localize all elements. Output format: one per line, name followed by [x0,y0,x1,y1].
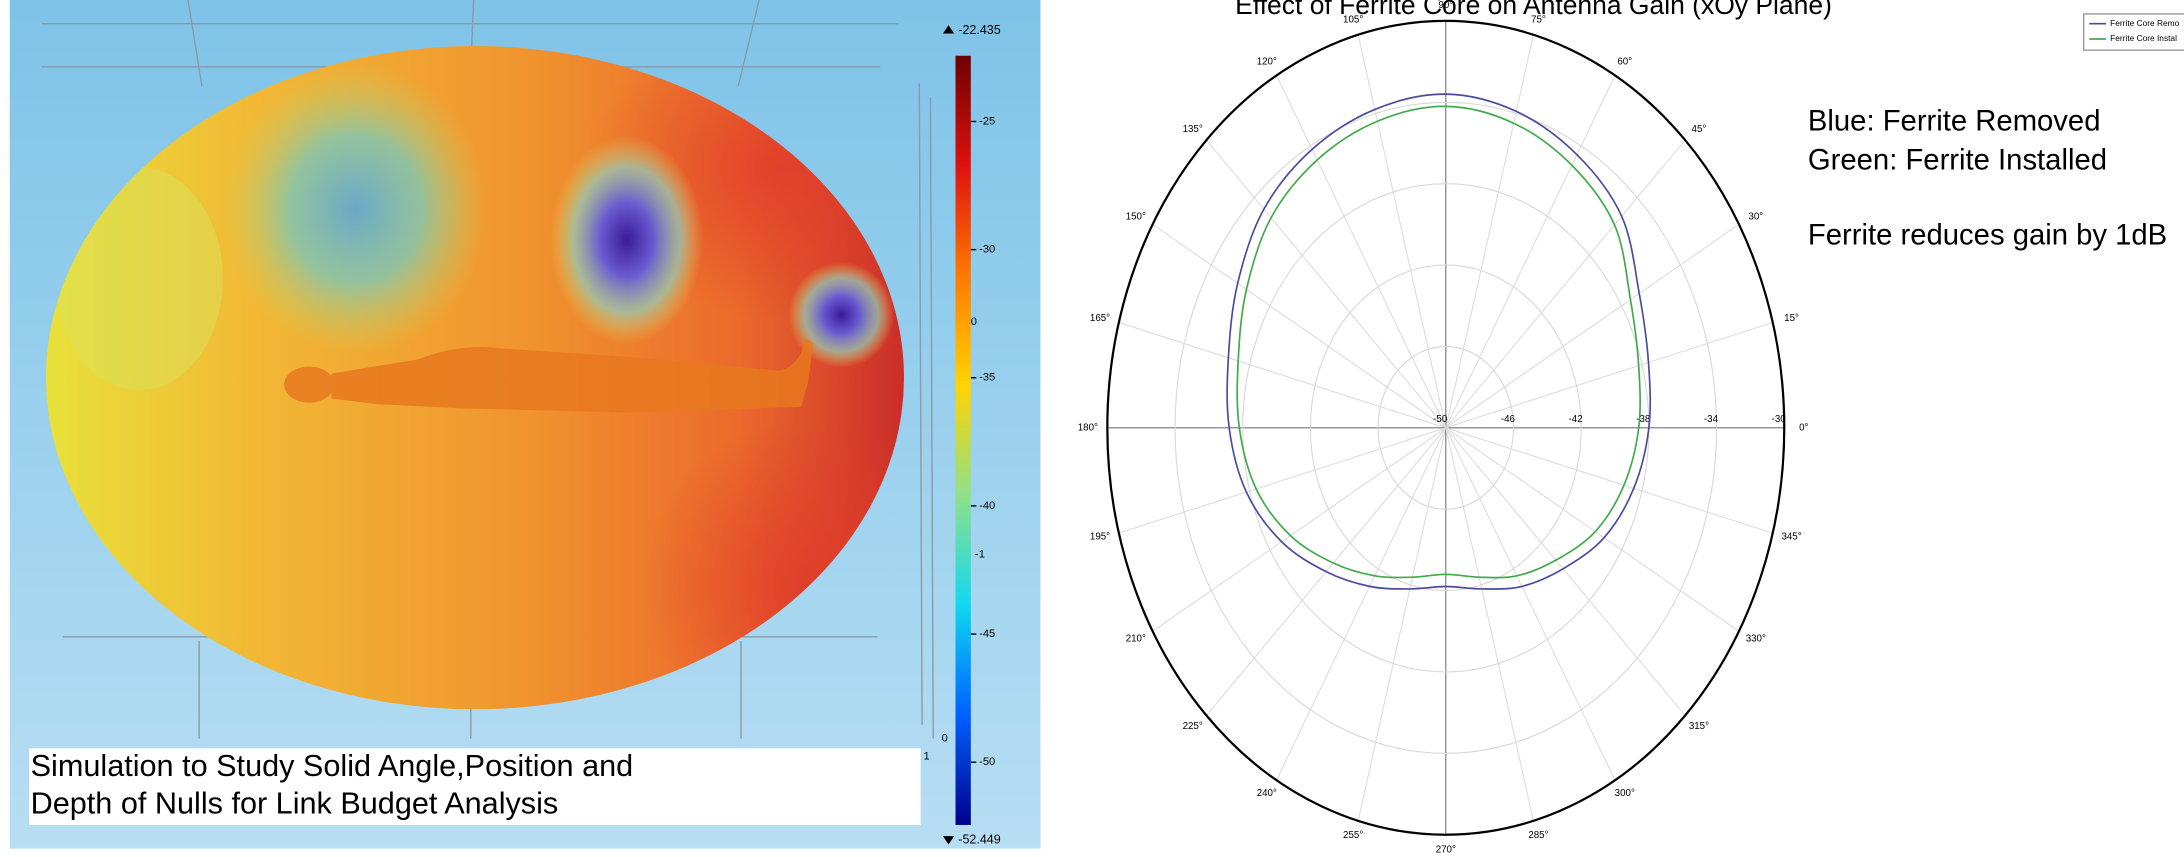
colorbar-max: -22.435 [958,23,1000,37]
angle-tick-label: 255° [1343,830,1363,841]
caption-part: Simulation to Study Solid Angle,Position… [31,749,634,783]
annotation: Ferrite reduces gain by 1dB [1808,220,2167,252]
colorbar [956,56,971,825]
angle-tick-label: 180° [1078,422,1098,433]
radial-tick-label: -50 [1433,414,1448,425]
axis-tick-label: 0 [942,732,948,744]
angle-tick-label: 300° [1615,788,1635,799]
angle-tick-label: 75° [1531,15,1546,26]
angle-tick-label: 240° [1257,788,1277,799]
colorbar-tick-label: -45 [979,628,995,640]
angle-tick-label: 30° [1748,211,1763,222]
radial-tick-label: -34 [1704,414,1719,425]
angle-tick-label: 0° [1799,422,1808,433]
angle-tick-label: 330° [1746,633,1766,644]
angle-tick-label: 150° [1126,211,1146,222]
colorbar-tick-label: -30 [979,244,995,256]
angle-tick-label: 105° [1343,15,1363,26]
angle-tick-label: 270° [1436,845,1456,856]
angle-tick-label: 90° [1438,0,1453,11]
radial-tick-label: -42 [1569,414,1583,425]
page: {"chart_data":[ {"type":"surface", "titl… [0,0,2184,857]
simulation-panel: Simulation to Study Solid Angle,Position… [10,0,1041,849]
angle-tick-label: 285° [1528,830,1548,841]
angle-tick-label: 45° [1692,124,1707,135]
axis-tick-label: -1 [975,549,985,561]
angle-tick-label: 225° [1183,721,1203,732]
radial-tick-label: -46 [1501,414,1515,425]
colorbar-tick-label: -50 [979,756,995,768]
caption-part: Depth of Nulls for Link Budget Analysis [31,787,559,821]
angle-tick-label: 345° [1781,532,1801,543]
angle-tick-label: 135° [1183,124,1203,135]
colorbar-tick-label: -35 [979,372,995,384]
angle-tick-label: 120° [1257,57,1277,68]
angle-tick-label: 60° [1617,57,1632,68]
legend-label: Ferrite Core Remo [2110,18,2179,28]
angle-tick-label: 15° [1784,313,1799,324]
annotation: Blue: Ferrite Removed [1808,105,2101,137]
colorbar-tick-label: -40 [979,500,995,512]
angle-tick-label: 210° [1126,633,1146,644]
axis-tick-label: 1 [923,751,929,763]
angle-tick-label: 195° [1090,532,1110,543]
radial-tick-label: -30 [1772,414,1787,425]
angle-tick-label: 315° [1689,721,1709,732]
colorbar-tick-label: -25 [979,115,995,127]
colorbar-min: -52.449 [958,833,1000,847]
angle-tick-label: 165° [1090,313,1110,324]
axis-tick-label: 0 [971,316,977,328]
legend-label: Ferrite Core Instal [2110,33,2177,43]
annotation: Green: Ferrite Installed [1808,144,2107,176]
screenshot: Simulation to Study Solid Angle,Position… [0,0,2184,857]
